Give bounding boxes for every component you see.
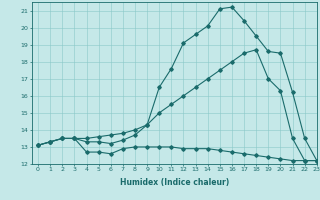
X-axis label: Humidex (Indice chaleur): Humidex (Indice chaleur)	[120, 178, 229, 187]
